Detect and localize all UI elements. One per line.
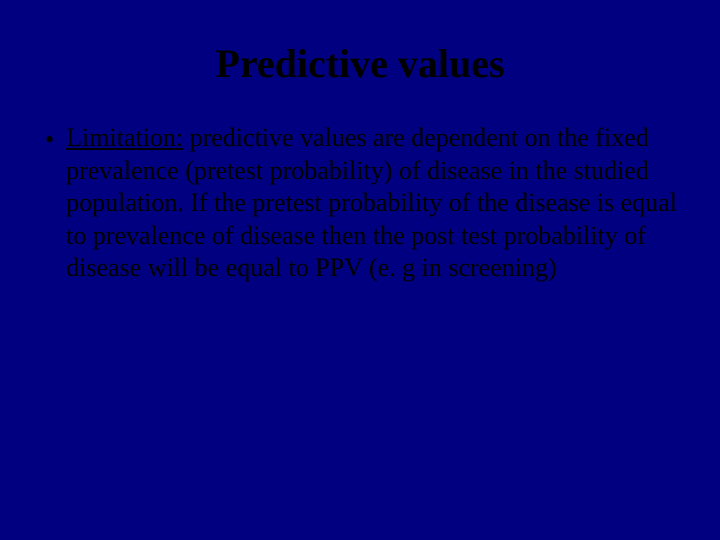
- slide-title: Predictive values: [40, 40, 680, 87]
- bullet-text: Limitation: predictive values are depend…: [66, 122, 680, 285]
- bullet-marker: •: [45, 124, 54, 157]
- slide-container: Predictive values • Limitation: predicti…: [0, 0, 720, 540]
- bullet-label: Limitation:: [66, 123, 183, 152]
- bullet-item: • Limitation: predictive values are depe…: [45, 122, 680, 285]
- slide-content: • Limitation: predictive values are depe…: [40, 122, 680, 285]
